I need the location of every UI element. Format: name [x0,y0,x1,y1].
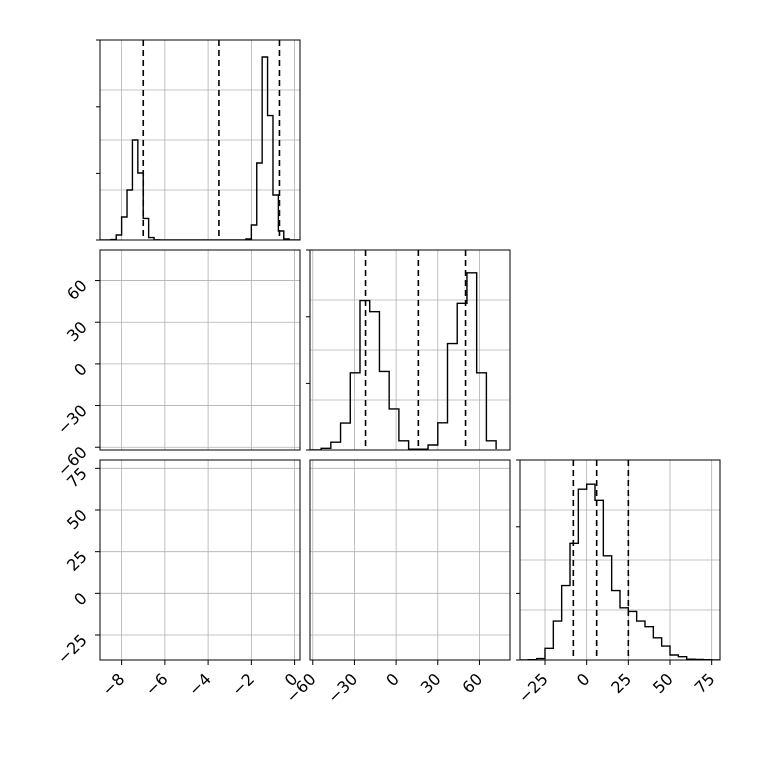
x-tick-label: −30 [324,669,361,706]
panel-frame [99,459,301,661]
panel-frame [99,249,301,451]
histogram-1 [310,272,497,450]
x-tick-label: 25 [607,669,635,697]
panel-frame [519,459,721,661]
histogram-bar [653,638,661,660]
histogram-bar [662,646,670,660]
panel-plot-area [100,460,300,660]
histogram-0 [100,56,300,240]
x-tick-label: −25 [515,669,552,706]
histogram-bar [262,57,267,240]
y-tick-label: 0 [70,589,91,610]
y-tick-label: 25 [63,547,91,575]
histogram-bar [645,627,653,660]
histogram-bar [637,621,645,660]
histogram-bar [620,608,628,660]
histogram-bar [370,312,380,450]
x-tick-label: 30 [417,669,445,697]
histogram-bar [587,484,595,660]
panel-1-1 [306,249,511,451]
panel-2-1 [309,459,511,661]
panel-1-0 [99,249,301,451]
histogram-bar [467,273,477,450]
panel-plot-area [100,250,300,450]
histogram-bar [612,591,620,660]
x-tick-label: −4 [185,669,215,699]
x-tick-label: −6 [142,669,172,699]
histogram-bar [562,586,570,660]
histogram-bar [341,423,351,450]
histogram-bar [628,611,636,660]
x-tick-label: −2 [228,669,258,699]
y-tick-label: −25 [54,630,91,667]
histogram-bar [379,371,389,450]
panel-plot-area [520,460,720,660]
panel-2-0 [99,459,301,661]
panel-frame [99,39,301,241]
histogram-bar [331,442,341,450]
histogram-bar [438,423,448,450]
histogram-bar [122,217,127,240]
histogram-bar [138,173,143,240]
histogram-bar [670,655,678,660]
histogram-bar [127,190,132,240]
histogram-bar [428,445,438,450]
x-tick-label: 75 [691,669,719,697]
x-tick-label: 60 [458,669,486,697]
y-tick-label: 30 [63,318,91,346]
histogram-bar [603,556,611,660]
histogram-bar [477,373,487,450]
panel-plot-area [310,250,510,450]
histogram-bar [570,543,578,660]
histogram-bar [389,409,399,450]
histogram-bar [545,648,553,660]
y-tick-label: 0 [70,359,91,380]
x-tick-label: −8 [98,669,128,699]
histogram-bar [268,116,273,240]
histogram-bar [553,621,561,660]
histogram-bar [399,441,409,450]
x-tick-label: 0 [382,669,403,690]
x-tick-label: 50 [649,669,677,697]
histogram-bar [273,195,278,240]
histogram-bar [578,489,586,660]
y-tick-label: 60 [63,276,91,304]
histogram-bar [143,218,148,240]
panel-frame [309,249,511,451]
histogram-bar [448,344,458,450]
histogram-bar [257,163,262,240]
panel-2-2 [516,459,721,661]
panel-0-0 [96,39,301,241]
panel-plot-area [100,40,300,240]
histogram-bar [251,225,256,240]
y-tick-label: −30 [54,401,91,438]
histogram-2 [520,483,720,660]
panel-frame [309,459,511,661]
y-tick-label: 50 [63,505,91,533]
histogram-bar [486,441,496,450]
histogram-bar [350,373,360,450]
x-tick-label: 0 [573,669,594,690]
histogram-bar [116,235,121,240]
panel-plot-area [310,460,510,660]
